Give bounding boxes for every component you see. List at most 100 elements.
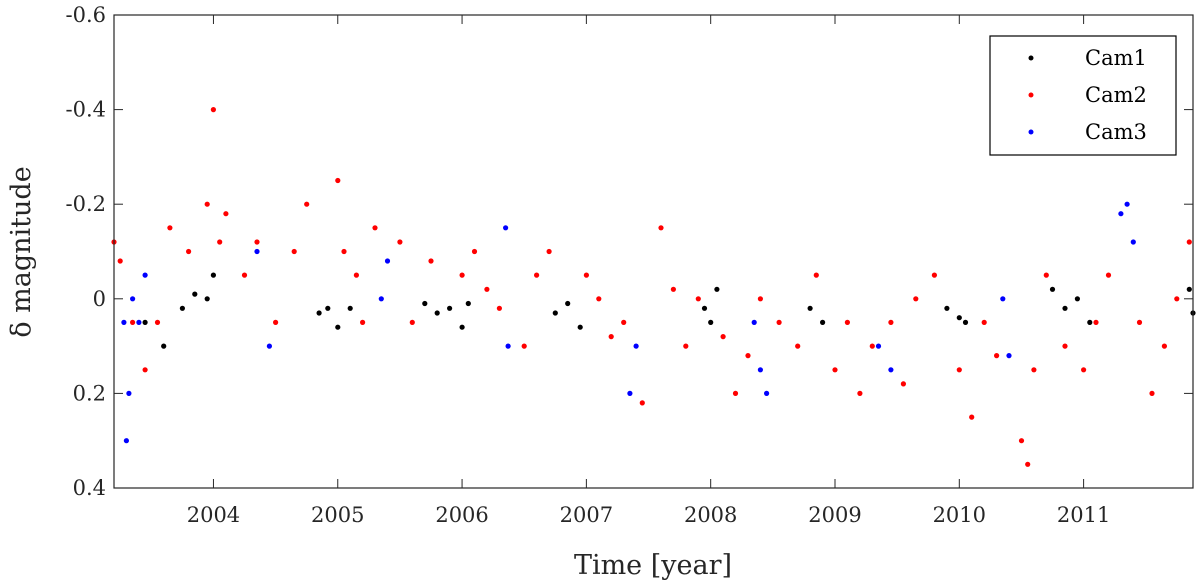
data-point <box>757 367 764 373</box>
data-point <box>503 225 509 231</box>
data-point <box>732 390 739 396</box>
x-tick-label: 2004 <box>187 503 240 527</box>
data-point <box>869 343 875 349</box>
legend-marker-cam2 <box>1028 92 1034 98</box>
data-point <box>621 319 627 325</box>
plot-area-frame <box>113 14 1194 489</box>
data-point <box>795 343 801 349</box>
data-point <box>658 225 664 231</box>
data-point <box>465 300 471 307</box>
legend-box <box>989 35 1177 156</box>
data-point <box>608 334 614 340</box>
data-point <box>384 258 391 264</box>
series-cam2 <box>111 107 1192 467</box>
data-point <box>844 319 851 325</box>
data-point <box>179 305 185 311</box>
data-point <box>1118 211 1124 217</box>
data-point <box>683 343 689 349</box>
data-point <box>496 305 502 311</box>
data-point <box>701 305 708 311</box>
data-point <box>325 305 331 311</box>
data-point <box>130 319 136 325</box>
x-axis-title: Time [year] <box>574 550 732 581</box>
data-point <box>459 272 465 278</box>
data-point <box>565 300 571 307</box>
data-point <box>521 343 527 349</box>
data-point <box>335 177 341 184</box>
x-tick-label: 2008 <box>684 503 737 527</box>
data-point <box>304 201 310 207</box>
data-point <box>266 343 272 349</box>
data-point <box>900 381 907 387</box>
data-point <box>1000 296 1006 302</box>
data-point <box>204 296 210 302</box>
y-tick-label: 0 <box>93 287 106 311</box>
data-point <box>223 211 229 217</box>
data-point <box>1074 296 1080 302</box>
data-point <box>1087 319 1093 325</box>
data-point <box>210 272 216 278</box>
y-tick-label: -0.2 <box>66 192 107 216</box>
data-point <box>210 107 216 113</box>
x-axis-ticks: 2004 2005 2006 2007 2008 2009 2010 2011 <box>187 15 1110 527</box>
y-tick-label: -0.4 <box>66 98 107 122</box>
y-tick-label: 0.4 <box>73 476 106 500</box>
data-point <box>633 343 639 349</box>
data-point <box>670 286 677 292</box>
data-point <box>627 390 633 396</box>
data-point <box>192 291 198 297</box>
data-point <box>546 248 552 255</box>
data-point <box>117 258 123 264</box>
x-tick-label: 2009 <box>808 503 861 527</box>
data-point <box>944 305 950 311</box>
data-point <box>577 324 583 330</box>
data-point <box>241 272 248 278</box>
data-point <box>956 367 962 373</box>
data-point <box>316 310 322 316</box>
data-point <box>459 324 465 330</box>
data-point <box>639 400 645 406</box>
data-point <box>1062 343 1068 349</box>
data-point <box>142 319 148 325</box>
data-point <box>913 296 919 302</box>
data-point <box>142 367 148 373</box>
data-point <box>154 319 161 325</box>
data-point <box>813 272 819 278</box>
data-point <box>291 248 297 255</box>
data-point <box>832 367 838 373</box>
data-point <box>353 272 359 278</box>
data-point <box>931 272 938 278</box>
data-point <box>875 343 882 349</box>
data-point <box>378 296 384 302</box>
data-point <box>534 272 540 278</box>
y-tick-label: 0.2 <box>73 381 106 405</box>
data-point <box>1062 305 1068 311</box>
data-point <box>434 310 440 316</box>
data-point <box>360 319 366 325</box>
data-point <box>123 438 129 444</box>
data-point <box>1093 319 1099 325</box>
data-point <box>764 390 770 396</box>
data-point <box>161 343 167 349</box>
legend-label-cam3: Cam3 <box>1085 120 1147 144</box>
data-point <box>708 319 714 325</box>
data-point <box>857 390 863 396</box>
x-tick-label: 2006 <box>435 503 488 527</box>
data-point <box>969 414 975 420</box>
data-point <box>720 334 726 340</box>
data-point <box>714 286 720 292</box>
data-point <box>1018 438 1025 444</box>
data-point <box>1186 239 1192 245</box>
data-point <box>1006 353 1012 359</box>
x-tick-label: 2011 <box>1057 503 1110 527</box>
legend: Cam1 Cam2 Cam3 <box>989 35 1177 156</box>
legend-label-cam1: Cam1 <box>1085 46 1147 70</box>
data-point <box>1081 367 1087 373</box>
data-point <box>422 300 428 307</box>
data-point <box>372 225 378 231</box>
data-point <box>505 343 511 349</box>
data-point <box>994 353 1000 359</box>
series-cam3 <box>121 201 1136 444</box>
data-point <box>888 367 894 373</box>
